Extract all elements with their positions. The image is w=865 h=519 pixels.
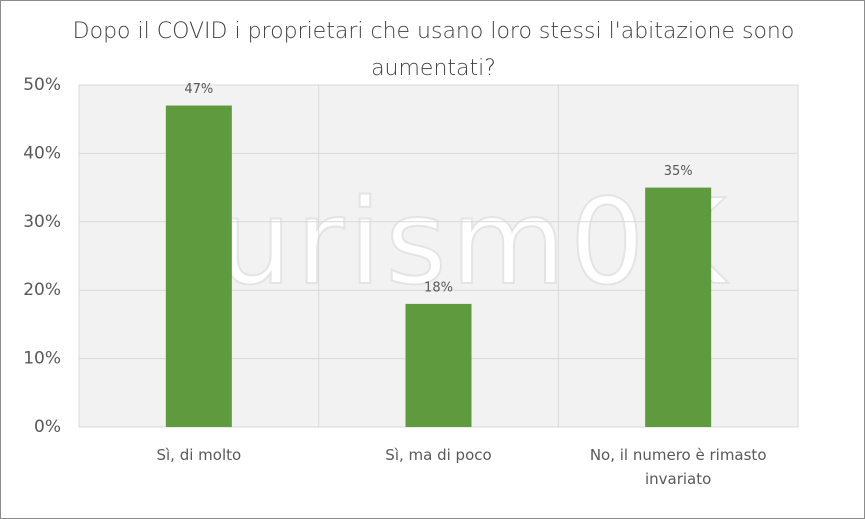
y-tick-label: 10%: [23, 349, 61, 369]
x-tick-label: Sì, di molto: [156, 446, 242, 464]
bar: [405, 303, 472, 427]
y-tick-label: 20%: [23, 280, 61, 300]
chart-title: Dopo il COVID i proprietari che usano lo…: [72, 19, 795, 81]
bar: [165, 105, 232, 428]
bar: [645, 187, 712, 427]
y-tick-label: 50%: [23, 75, 61, 95]
x-tick-label: Sì, ma di poco: [385, 446, 492, 464]
data-label: 35%: [664, 164, 693, 179]
y-tick-label: 40%: [23, 143, 61, 163]
watermark: turism0K: [167, 173, 730, 311]
data-label: 47%: [184, 82, 213, 97]
data-label: 18%: [424, 280, 453, 295]
y-tick-label: 0%: [34, 417, 61, 437]
x-tick-label: No, il numero è rimasto invariato: [589, 446, 767, 488]
y-tick-label: 30%: [23, 212, 61, 232]
